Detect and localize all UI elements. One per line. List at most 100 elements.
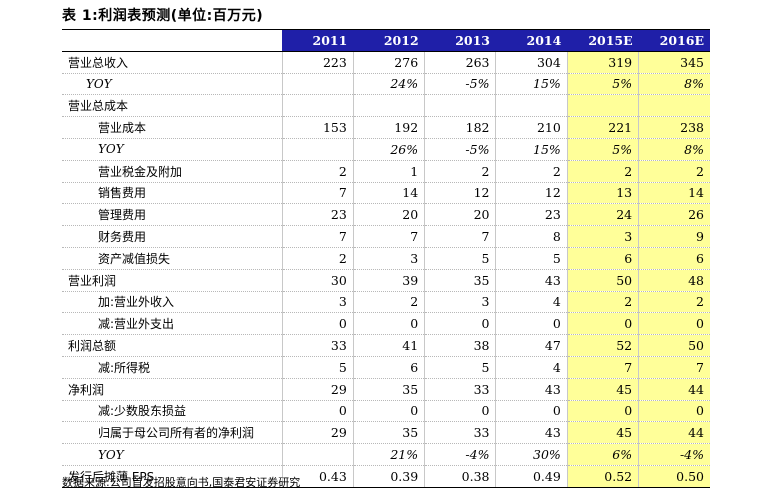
row-label: 营业成本 — [62, 116, 282, 139]
value-cell: 6 — [352, 356, 425, 379]
row-label: 管理费用 — [62, 203, 282, 227]
value-cell: 6 — [638, 247, 710, 270]
value-cell: 15% — [495, 138, 568, 161]
column-header: 2015E — [567, 29, 639, 52]
value-cell: 0.38 — [424, 465, 496, 488]
column-header: 2011 — [282, 29, 354, 52]
value-cell: 210 — [495, 116, 568, 139]
value-cell: 38 — [424, 334, 496, 357]
value-cell: 304 — [495, 51, 568, 74]
value-cell: 50 — [566, 269, 639, 292]
table-row: 减:所得税 5 6 5 4 7 7 — [62, 356, 710, 379]
value-cell: 0 — [495, 312, 568, 336]
value-cell: 52 — [566, 334, 639, 357]
value-cell: 7 — [638, 356, 710, 379]
value-cell: 0 — [424, 400, 496, 423]
column-header: 2012 — [353, 29, 425, 52]
value-cell: 30% — [495, 443, 568, 466]
value-cell: 2 — [638, 291, 710, 314]
value-cell: 24% — [352, 73, 425, 96]
value-cell: 345 — [638, 51, 710, 74]
value-cell: 0 — [281, 312, 354, 336]
value-cell: 5 — [424, 356, 496, 379]
row-label: YOY — [62, 443, 282, 466]
value-cell: 2 — [281, 247, 354, 270]
row-label: YOY — [62, 138, 282, 161]
row-label: 减:少数股东损益 — [62, 400, 282, 423]
table-row: 财务费用 7 7 7 8 3 9 — [62, 225, 710, 248]
value-cell: 223 — [281, 51, 354, 74]
value-cell: -4% — [424, 443, 496, 466]
value-cell: 7 — [352, 225, 425, 248]
value-cell: 35 — [352, 421, 425, 445]
table-row: 销售费用 7 14 12 12 13 14 — [62, 182, 710, 205]
table-row: 管理费用 23 20 20 23 24 26 — [62, 203, 710, 227]
table-row: 营业总收入 223 276 263 304 319 345 — [62, 51, 710, 74]
row-label: 营业利润 — [62, 269, 282, 292]
value-cell: 182 — [424, 116, 496, 139]
table-body: 营业总收入 223 276 263 304 319 345 YOY 24% -5% 15% 5% 8% 营… — [62, 51, 710, 488]
value-cell: 2 — [281, 160, 354, 183]
value-cell: 3 — [281, 291, 354, 314]
header-blank-cell — [62, 29, 282, 52]
row-label: 减:所得税 — [62, 356, 282, 379]
table-row: 资产减值损失 2 3 5 5 6 6 — [62, 247, 710, 270]
value-cell: 0 — [281, 400, 354, 423]
value-cell: 9 — [638, 225, 710, 248]
value-cell: 276 — [352, 51, 425, 74]
value-cell: 4 — [495, 356, 568, 379]
value-cell: 1 — [352, 160, 425, 183]
table-title: 表 1:利润表预测(单位:百万元) — [62, 8, 264, 24]
value-cell: -5% — [424, 73, 496, 96]
table-row: 减:少数股东损益 0 0 0 0 0 0 — [62, 400, 710, 423]
table-row: 营业利润 30 39 35 43 50 48 — [62, 269, 710, 292]
value-cell: 41 — [352, 334, 425, 357]
value-cell — [424, 94, 496, 118]
table-row: YOY 26% -5% 15% 5% 8% — [62, 138, 710, 161]
value-cell: 44 — [638, 378, 710, 401]
value-cell: 8 — [495, 225, 568, 248]
value-cell — [352, 94, 425, 118]
table-row: 营业税金及附加 2 1 2 2 2 2 — [62, 160, 710, 183]
row-label: 销售费用 — [62, 182, 282, 205]
table-row: 发行后摊薄 EPS 0.43 0.39 0.38 0.49 0.52 0.50 — [62, 465, 710, 488]
value-cell: 30 — [281, 269, 354, 292]
value-cell — [495, 94, 568, 118]
value-cell: 0 — [566, 312, 639, 336]
value-cell: 0 — [638, 312, 710, 336]
table-row: 归属于母公司所有者的净利润 29 35 33 43 45 44 — [62, 421, 710, 445]
value-cell: 48 — [638, 269, 710, 292]
row-label: 归属于母公司所有者的净利润 — [62, 421, 282, 445]
value-cell: 0 — [352, 400, 425, 423]
row-label: 发行后摊薄 EPS — [62, 465, 282, 488]
value-cell: 0.52 — [566, 465, 639, 488]
value-cell — [281, 138, 354, 161]
value-cell: 2 — [424, 160, 496, 183]
column-header: 2014 — [495, 29, 568, 52]
value-cell: 26 — [638, 203, 710, 227]
value-cell: 12 — [495, 182, 568, 205]
table-row: 加:营业外收入 3 2 3 4 2 2 — [62, 291, 710, 314]
column-header: 2016E — [638, 29, 710, 52]
value-cell: 6% — [566, 443, 639, 466]
value-cell: 8% — [638, 138, 710, 161]
value-cell: 33 — [424, 378, 496, 401]
value-cell — [638, 94, 710, 118]
value-cell: 3 — [566, 225, 639, 248]
value-cell: 44 — [638, 421, 710, 445]
value-cell: 5% — [566, 138, 639, 161]
value-cell: 14 — [352, 182, 425, 205]
table-row: 营业成本 153 192 182 210 221 238 — [62, 116, 710, 139]
value-cell: 7 — [281, 182, 354, 205]
value-cell: 5 — [495, 247, 568, 270]
value-cell: 45 — [566, 421, 639, 445]
header-row: 2011 2012 2013 2014 2015E 2016E — [62, 29, 710, 52]
value-cell: 192 — [352, 116, 425, 139]
row-label: 营业总收入 — [62, 51, 282, 74]
row-label: 资产减值损失 — [62, 247, 282, 270]
row-label: YOY — [62, 73, 282, 96]
value-cell: 2 — [638, 160, 710, 183]
value-cell: 2 — [352, 291, 425, 314]
value-cell: 20 — [352, 203, 425, 227]
table-row: YOY 21% -4% 30% 6% -4% — [62, 443, 710, 466]
